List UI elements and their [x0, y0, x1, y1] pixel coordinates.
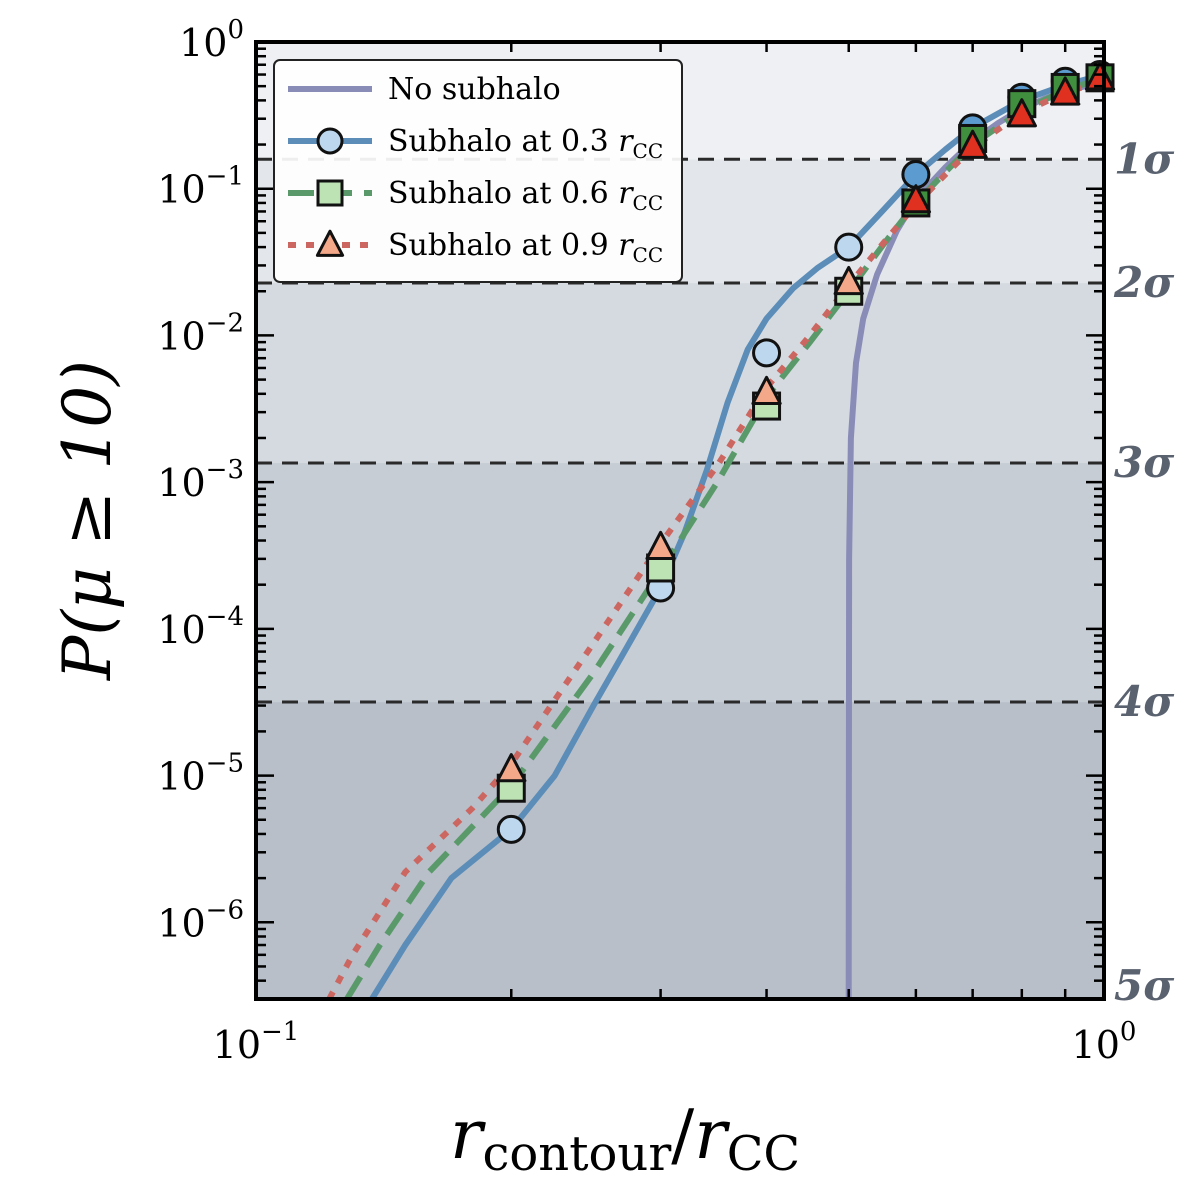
sigma-bands [256, 42, 1104, 999]
y-tick-label: 10−1 [157, 162, 244, 212]
legend-marker [315, 229, 345, 257]
sigma-label: 5σ [1114, 961, 1174, 1010]
data-point [752, 338, 782, 368]
legend-box [273, 59, 683, 283]
sigma-label: 2σ [1113, 258, 1174, 307]
data-point [901, 159, 931, 189]
y-tick-label: 10−3 [157, 455, 244, 505]
data-point [900, 184, 932, 214]
legend-label: Subhalo at 0.6 rCC [388, 176, 663, 215]
tick-labels: 100 10−1 10−2 10−3 10−4 10−5 10−6 10−1 100 [157, 15, 1136, 1067]
plot-frame [254, 40, 1106, 1001]
sigma-band [256, 702, 1104, 999]
legend-label: No subhalo [388, 72, 561, 107]
sigma-band [256, 283, 1104, 464]
sigma-label: 1σ [1114, 134, 1174, 183]
data-point [957, 129, 988, 159]
data-point [834, 232, 864, 262]
data-point [1084, 61, 1116, 91]
data-point [1006, 98, 1037, 128]
y-tick-label: 10−2 [157, 308, 244, 358]
data-point [833, 265, 864, 296]
y-tick-label: 10−5 [157, 749, 244, 799]
data-point [496, 814, 526, 844]
data-point [496, 753, 527, 783]
data-point [751, 375, 782, 405]
y-tick-label: 10−4 [157, 602, 244, 652]
data-point [645, 530, 676, 560]
sigma-band [256, 463, 1104, 703]
sigma-label: 4σ [1114, 677, 1174, 726]
x-axis-label: rcontour/rCC [450, 1096, 800, 1182]
series-line [369, 71, 1104, 999]
legend-marker [316, 179, 344, 207]
x-tick-label: 10−1 [213, 1017, 300, 1067]
series-markers [496, 60, 1116, 844]
sigma-label: 3σ [1114, 438, 1174, 487]
legend-label: Subhalo at 0.9 rCC [388, 228, 663, 267]
legend: No subhalo Subhalo at 0.3 rCC Subhalo at 0… [273, 59, 683, 283]
y-tick-label: 10−6 [157, 895, 244, 945]
y-axis-label: P(μ ≥ 10) [49, 360, 126, 681]
y-tick-label: 100 [179, 15, 244, 65]
x-tick-label: 100 [1072, 1017, 1137, 1067]
data-point [1050, 76, 1081, 106]
sigma-labels: 1σ 2σ 3σ 4σ 5σ [1113, 134, 1174, 1010]
legend-marker [316, 127, 344, 155]
legend-label: Subhalo at 0.3 rCC [388, 124, 663, 163]
